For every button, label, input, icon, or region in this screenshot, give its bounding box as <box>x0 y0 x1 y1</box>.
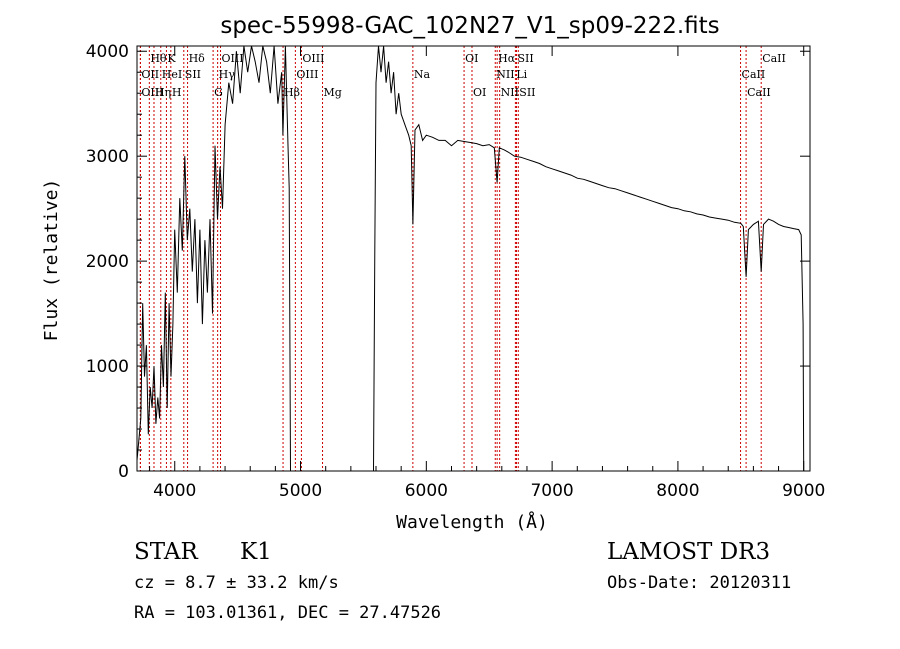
sky-coordinates: RA = 103.01361, DEC = 27.47526 <box>134 603 442 623</box>
x-tick-label-5: 9000 <box>782 481 825 501</box>
emission-line-markers <box>139 46 762 471</box>
marker-label-27: CaII <box>747 86 771 99</box>
y-tick-label-1: 1000 <box>86 357 129 377</box>
marker-label-14: Na <box>414 68 431 81</box>
marker-label-9: OII <box>141 68 159 81</box>
marker-label-1: K <box>167 52 176 65</box>
x-axis-label: Wavelength (Å) <box>396 511 548 533</box>
x-tick-label-2: 6000 <box>405 481 448 501</box>
x-axis-ticks: 4000 5000 6000 7000 8000 9000 <box>149 46 825 501</box>
object-subclass: K1 <box>240 539 272 565</box>
marker-label-18: OIII <box>141 86 163 99</box>
x-tick-label-4: 8000 <box>656 481 699 501</box>
y-axis-label: Flux (relative) <box>41 179 62 342</box>
marker-label-6: Hα <box>498 52 516 65</box>
plot-frame <box>136 45 811 472</box>
marker-label-10: HeI <box>162 68 182 81</box>
marker-label-12: Hγ <box>219 68 236 81</box>
marker-label-0: Hθ <box>150 52 167 65</box>
x-tick-label-3: 7000 <box>530 481 573 501</box>
marker-label-15: NII <box>496 68 514 81</box>
marker-label-5: OI <box>465 52 478 65</box>
marker-label-3: OIII <box>222 52 244 65</box>
y-tick-label-4: 4000 <box>86 42 129 62</box>
marker-label-7: SII <box>518 52 534 65</box>
chart-title: spec-55998-GAC_102N27_V1_sp09-222.fits <box>220 13 719 39</box>
marker-label-24: OI <box>473 86 486 99</box>
marker-label-22: Hβ <box>284 86 300 99</box>
marker-label-25: NII <box>501 86 519 99</box>
marker-label-8: CaII <box>762 52 786 65</box>
marker-label-20: H <box>172 86 182 99</box>
marker-label-2: Hδ <box>189 52 206 65</box>
marker-label-13: OIII <box>296 68 318 81</box>
y-tick-label-3: 3000 <box>86 147 129 167</box>
marker-label-4: OIII <box>302 52 324 65</box>
marker-label-11: SII <box>185 68 201 81</box>
marker-label-17: CaII <box>742 68 766 81</box>
survey-name: LAMOST DR3 <box>607 539 771 565</box>
marker-label-21: G <box>214 86 223 99</box>
x-tick-label-1: 5000 <box>279 481 322 501</box>
marker-label-16: Li <box>516 68 527 81</box>
y-axis-ticks: 0 1000 2000 3000 4000 <box>86 42 810 482</box>
marker-label-19: Hη <box>155 86 171 99</box>
y-tick-label-2: 2000 <box>86 252 129 272</box>
observation-date: Obs-Date: 20120311 <box>607 573 792 593</box>
redshift-velocity: cz = 8.7 ± 33.2 km/s <box>134 573 339 593</box>
marker-label-26: SII <box>519 86 535 99</box>
y-tick-label-0: 0 <box>118 462 129 482</box>
x-tick-label-0: 4000 <box>153 481 196 501</box>
marker-label-23: Mg <box>324 86 342 99</box>
spectrum-line <box>136 45 805 472</box>
object-class: STAR <box>134 539 198 565</box>
